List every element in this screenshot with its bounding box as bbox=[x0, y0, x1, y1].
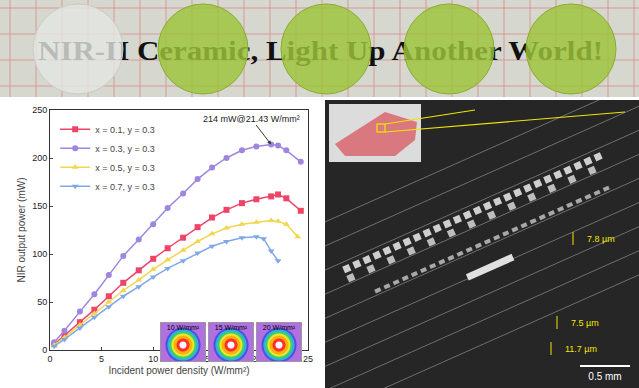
svg-text:x = 0.7, y = 0.3: x = 0.7, y = 0.3 bbox=[95, 182, 155, 192]
svg-text:11.7 µm: 11.7 µm bbox=[565, 344, 597, 354]
svg-text:0: 0 bbox=[42, 345, 47, 355]
svg-text:100: 100 bbox=[32, 249, 47, 259]
svg-text:250: 250 bbox=[32, 105, 47, 115]
svg-text:x = 0.5, y = 0.3: x = 0.5, y = 0.3 bbox=[95, 163, 155, 173]
svg-text:x = 0.1, y = 0.3: x = 0.1, y = 0.3 bbox=[95, 125, 155, 135]
svg-text:200: 200 bbox=[32, 153, 47, 163]
svg-text:10: 10 bbox=[148, 354, 158, 364]
svg-text:x = 0.3, y = 0.3: x = 0.3, y = 0.3 bbox=[95, 144, 155, 154]
svg-text:Incident power density (W/mm²): Incident power density (W/mm²) bbox=[108, 365, 249, 376]
html-text:15 W/mm²: 15 W/mm² bbox=[214, 324, 248, 331]
svg-text:0.5 mm: 0.5 mm bbox=[588, 371, 621, 382]
html-text:10 W/mm²: 10 W/mm² bbox=[166, 324, 200, 331]
svg-text:50: 50 bbox=[37, 297, 47, 307]
html-text:20 W/mm²: 20 W/mm² bbox=[262, 324, 296, 331]
svg-text:214 mW@21.43 W/mm²: 214 mW@21.43 W/mm² bbox=[203, 114, 300, 124]
svg-text:7.5 µm: 7.5 µm bbox=[571, 318, 599, 328]
svg-text:NIR output power (mW): NIR output power (mW) bbox=[16, 177, 27, 282]
svg-text:0: 0 bbox=[47, 354, 52, 364]
svg-text:150: 150 bbox=[32, 201, 47, 211]
svg-text:7.8 µm: 7.8 µm bbox=[587, 234, 615, 244]
svg-text:25: 25 bbox=[303, 354, 313, 364]
svg-text:5: 5 bbox=[99, 354, 104, 364]
